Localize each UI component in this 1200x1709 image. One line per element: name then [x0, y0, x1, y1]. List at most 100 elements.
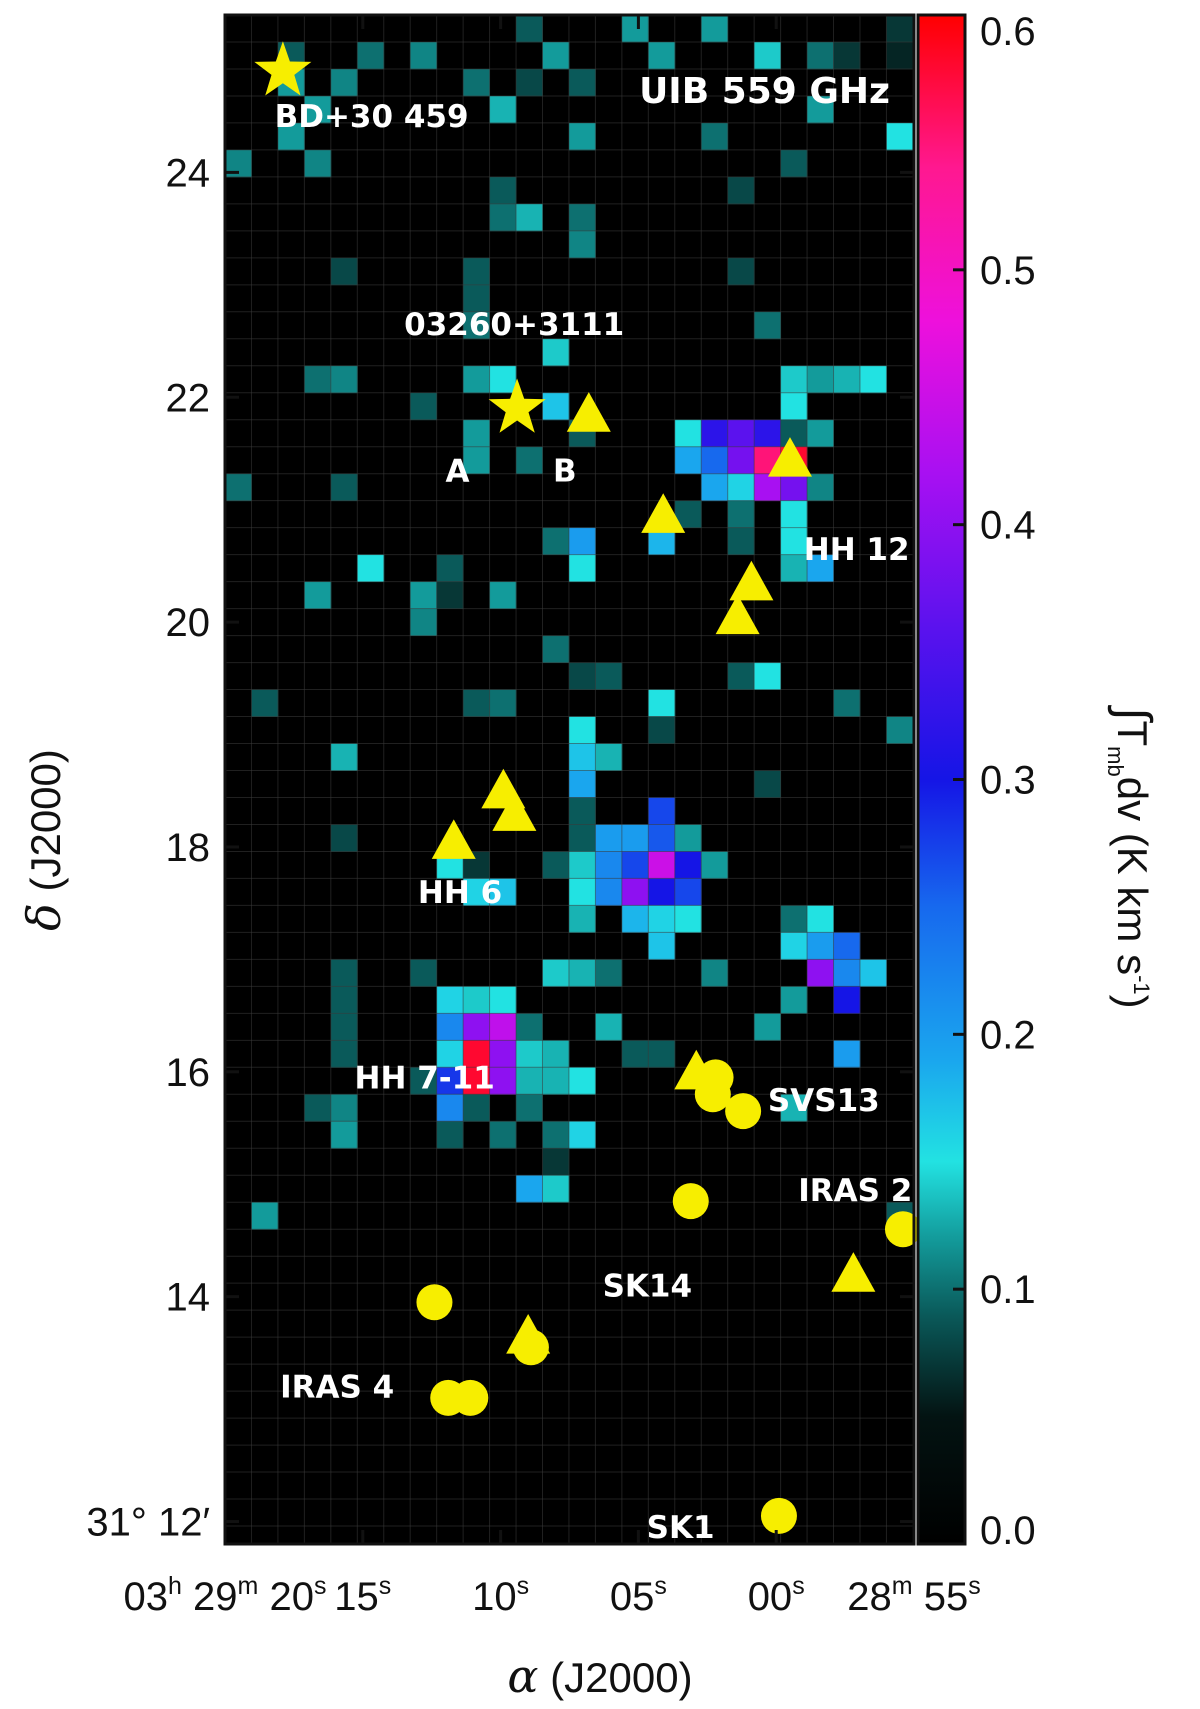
intensity-pixel	[807, 473, 834, 502]
source-label: SVS13	[768, 1083, 880, 1119]
intensity-pixel	[595, 824, 623, 852]
intensity-pixel	[568, 851, 596, 879]
intensity-pixel	[330, 257, 358, 286]
intensity-pixel	[542, 1148, 570, 1176]
intensity-pixel	[807, 554, 834, 583]
intensity-pixel	[463, 1013, 490, 1041]
intensity-pixel	[701, 419, 729, 448]
intensity-pixel	[489, 878, 517, 906]
intensity-pixel	[463, 311, 490, 340]
intensity-pixel	[595, 878, 623, 906]
colorbar-tick-label: 0.4	[980, 504, 1036, 548]
intensity-pixel	[621, 851, 649, 879]
intensity-pixel	[807, 419, 834, 448]
intensity-pixel	[701, 959, 729, 987]
intensity-pixel	[251, 689, 279, 717]
outflow-triangle-marker	[431, 819, 476, 859]
intensity-pixel	[780, 473, 808, 502]
star-marker	[488, 378, 546, 433]
intensity-pixel	[754, 662, 782, 690]
intensity-pixel	[489, 203, 517, 232]
intensity-pixel	[516, 203, 543, 232]
intensity-pixel	[727, 473, 755, 502]
intensity-pixel	[304, 149, 332, 178]
intensity-pixel	[648, 824, 676, 852]
intensity-pixel	[648, 41, 676, 70]
intensity-pixel	[621, 15, 649, 43]
intensity-pixel	[516, 1040, 543, 1068]
intensity-pixel	[436, 1121, 464, 1149]
colorbar-tick-label: 0.0	[980, 1509, 1036, 1553]
intensity-pixel	[595, 743, 623, 771]
intensity-pixel	[357, 41, 385, 70]
intensity-pixel	[516, 68, 543, 97]
x-tick-label: 03h 29m 20s	[124, 1572, 327, 1619]
intensity-pixel	[780, 392, 808, 421]
y-tick-label: 24	[166, 151, 211, 195]
colorbar-tick-label: 0.1	[980, 1268, 1036, 1312]
intensity-pixel	[516, 1094, 543, 1122]
intensity-pixel	[489, 1121, 517, 1149]
intensity-pixel	[833, 1040, 861, 1068]
intensity-pixel	[542, 635, 570, 663]
intensity-pixel	[410, 608, 438, 636]
source-label: SK14	[603, 1268, 693, 1304]
intensity-pixel	[463, 878, 490, 906]
intensity-pixel	[648, 716, 676, 744]
intensity-pixel	[727, 662, 755, 690]
intensity-pixel	[833, 986, 861, 1014]
intensity-pixel	[780, 554, 808, 583]
intensity-pixel	[463, 446, 490, 475]
intensity-pixel	[701, 122, 729, 151]
intensity-pixel	[754, 41, 782, 70]
intensity-pixel	[648, 905, 676, 933]
intensity-pixel	[833, 41, 861, 70]
protostar-circle-marker	[452, 1379, 489, 1416]
source-markers	[254, 41, 921, 1534]
source-label: HH 6	[418, 875, 502, 911]
intensity-pixel	[780, 149, 808, 178]
intensity-pixel	[542, 1175, 570, 1203]
intensity-pixel	[516, 15, 543, 43]
intensity-pixel	[542, 851, 570, 879]
y-axis-symbol: δ	[17, 903, 71, 931]
intensity-pixel	[568, 797, 596, 825]
intensity-pixel	[807, 905, 834, 933]
colorbar: 0.0 0.1 0.2 0.3 0.4 0.5 0.6	[916, 10, 1036, 1553]
intensity-pixel	[542, 1040, 570, 1068]
intensity-pixel	[780, 365, 808, 394]
intensity-pixel	[410, 1067, 438, 1095]
intensity-pixel	[568, 122, 596, 151]
colorbar-tick-label: 0.6	[980, 10, 1036, 54]
source-label: BD+30 459	[275, 99, 469, 135]
x-tick-label: 15s	[334, 1572, 391, 1619]
intensity-pixel	[330, 1040, 358, 1068]
intensity-pixel	[648, 878, 676, 906]
intensity-pixel	[780, 500, 808, 529]
source-label: IRAS 2	[798, 1173, 912, 1209]
intensity-pixel	[542, 1121, 570, 1149]
intensity-pixel	[727, 176, 755, 205]
intensity-pixel	[780, 932, 808, 960]
intensity-pixel	[648, 932, 676, 960]
y-tick-label: 18	[166, 826, 211, 870]
intensity-pixel	[568, 716, 596, 744]
star-marker	[254, 41, 312, 96]
intensity-pixel	[463, 257, 490, 286]
x-axis-symbol: α	[507, 1649, 538, 1703]
intensity-pixel	[674, 419, 702, 448]
intensity-pixel	[463, 284, 490, 313]
intensity-pixel	[330, 743, 358, 771]
intensity-pixel	[727, 500, 755, 529]
intensity-pixel	[595, 662, 623, 690]
intensity-pixel	[568, 878, 596, 906]
intensity-pixel	[648, 797, 676, 825]
protostar-circle-marker	[512, 1329, 549, 1366]
y-axis-label: (J2000)	[22, 749, 69, 903]
intensity-pixel	[568, 230, 596, 259]
source-label: HH 7-11	[355, 1060, 495, 1096]
colorbar-integral-sign: ∫	[1107, 704, 1160, 723]
map-frame	[223, 13, 916, 1546]
intensity-pixel	[410, 581, 438, 610]
